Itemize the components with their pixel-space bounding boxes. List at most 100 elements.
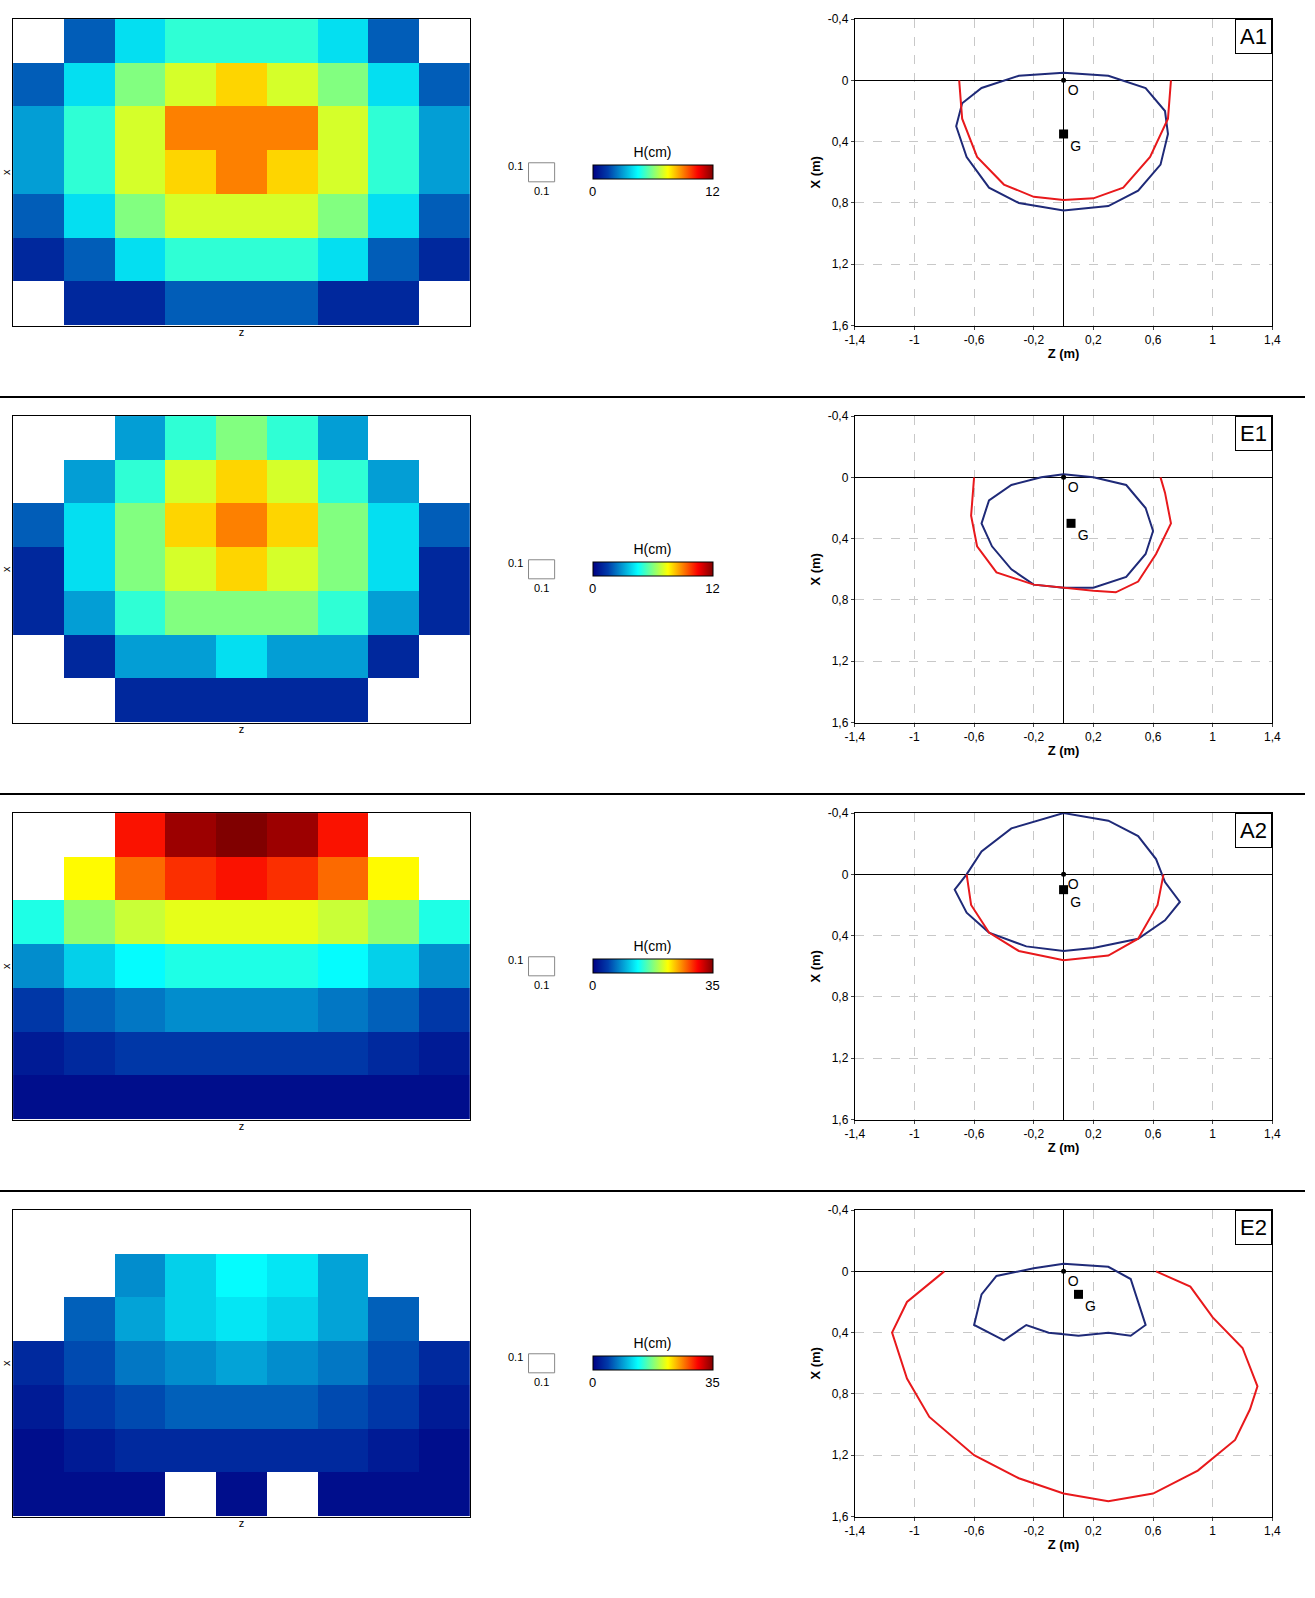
svg-text:-0,6: -0,6 [964, 333, 985, 347]
svg-text:0,6: 0,6 [1145, 1127, 1162, 1141]
svg-text:x: x [0, 169, 12, 175]
svg-text:1: 1 [1209, 1127, 1216, 1141]
svg-text:-0,6: -0,6 [964, 1127, 985, 1141]
svg-text:G: G [1078, 527, 1089, 543]
svg-text:O: O [1068, 479, 1079, 495]
svg-text:0,8: 0,8 [832, 990, 849, 1004]
svg-text:12: 12 [705, 581, 719, 596]
svg-text:-0,4: -0,4 [828, 806, 849, 820]
svg-text:Z (m): Z (m) [1048, 743, 1080, 758]
svg-text:Z (m): Z (m) [1048, 1140, 1080, 1155]
svg-text:0,4: 0,4 [832, 929, 849, 943]
svg-text:0,2: 0,2 [1085, 1127, 1102, 1141]
svg-text:X (m): X (m) [808, 950, 823, 983]
svg-text:X (m): X (m) [808, 156, 823, 189]
svg-text:0.1: 0.1 [508, 954, 523, 966]
svg-text:-1: -1 [909, 730, 920, 744]
svg-text:-0,6: -0,6 [964, 1524, 985, 1538]
svg-text:E2: E2 [1240, 1215, 1267, 1240]
svg-text:0,6: 0,6 [1145, 730, 1162, 744]
svg-text:-1: -1 [909, 1524, 920, 1538]
svg-text:-0,4: -0,4 [828, 409, 849, 423]
svg-text:A2: A2 [1240, 818, 1267, 843]
svg-text:1,2: 1,2 [832, 257, 849, 271]
svg-text:G: G [1070, 138, 1081, 154]
svg-text:0: 0 [842, 868, 849, 882]
svg-text:1,2: 1,2 [832, 1448, 849, 1462]
svg-text:0.1: 0.1 [534, 185, 549, 197]
svg-text:Z (m): Z (m) [1048, 346, 1080, 361]
svg-text:35: 35 [705, 1375, 719, 1390]
svg-text:0.1: 0.1 [508, 160, 523, 172]
svg-text:1,4: 1,4 [1264, 1524, 1281, 1538]
svg-text:O: O [1068, 1273, 1079, 1289]
svg-text:1: 1 [1209, 1524, 1216, 1538]
svg-text:-1,4: -1,4 [844, 1524, 865, 1538]
svg-text:-0,4: -0,4 [828, 1203, 849, 1217]
svg-text:x: x [0, 1360, 12, 1366]
svg-text:-1: -1 [909, 333, 920, 347]
svg-text:1,2: 1,2 [832, 1051, 849, 1065]
svg-text:1,6: 1,6 [832, 716, 849, 730]
svg-text:G: G [1070, 894, 1081, 910]
svg-text:z: z [239, 723, 245, 735]
svg-text:0,2: 0,2 [1085, 730, 1102, 744]
svg-text:0,6: 0,6 [1145, 333, 1162, 347]
svg-text:0,6: 0,6 [1145, 1524, 1162, 1538]
svg-text:1,6: 1,6 [832, 1113, 849, 1127]
svg-text:-1,4: -1,4 [844, 1127, 865, 1141]
svg-text:1,4: 1,4 [1264, 730, 1281, 744]
svg-text:0: 0 [842, 471, 849, 485]
svg-text:-1,4: -1,4 [844, 730, 865, 744]
svg-text:H(cm): H(cm) [633, 1335, 671, 1351]
svg-text:H(cm): H(cm) [633, 938, 671, 954]
svg-text:-1,4: -1,4 [844, 333, 865, 347]
svg-text:X (m): X (m) [808, 1347, 823, 1380]
svg-text:A1: A1 [1240, 24, 1267, 49]
svg-text:0: 0 [589, 978, 596, 993]
svg-text:0.1: 0.1 [508, 557, 523, 569]
svg-text:z: z [239, 1120, 245, 1132]
svg-text:0,4: 0,4 [832, 532, 849, 546]
svg-text:35: 35 [705, 978, 719, 993]
svg-text:1,2: 1,2 [832, 654, 849, 668]
svg-text:0.1: 0.1 [534, 582, 549, 594]
svg-text:0.1: 0.1 [534, 979, 549, 991]
svg-text:1,4: 1,4 [1264, 1127, 1281, 1141]
svg-text:O: O [1068, 876, 1079, 892]
svg-text:Z (m): Z (m) [1048, 1537, 1080, 1552]
svg-text:0,4: 0,4 [832, 135, 849, 149]
svg-text:x: x [0, 566, 12, 572]
svg-text:0: 0 [589, 184, 596, 199]
svg-text:H(cm): H(cm) [633, 541, 671, 557]
svg-text:-0,2: -0,2 [1023, 1127, 1044, 1141]
svg-text:0,4: 0,4 [832, 1326, 849, 1340]
svg-text:1,6: 1,6 [832, 1510, 849, 1524]
svg-text:-1: -1 [909, 1127, 920, 1141]
svg-text:1: 1 [1209, 730, 1216, 744]
svg-text:1: 1 [1209, 333, 1216, 347]
svg-text:0.1: 0.1 [508, 1351, 523, 1363]
svg-text:0,8: 0,8 [832, 1387, 849, 1401]
svg-text:O: O [1068, 82, 1079, 98]
svg-text:0.1: 0.1 [534, 1376, 549, 1388]
svg-text:12: 12 [705, 184, 719, 199]
svg-text:H(cm): H(cm) [633, 144, 671, 160]
svg-text:G: G [1085, 1298, 1096, 1314]
svg-text:0,8: 0,8 [832, 593, 849, 607]
svg-text:0: 0 [842, 74, 849, 88]
svg-text:0,2: 0,2 [1085, 333, 1102, 347]
svg-text:-0,2: -0,2 [1023, 333, 1044, 347]
svg-text:0: 0 [842, 1265, 849, 1279]
svg-text:0: 0 [589, 581, 596, 596]
svg-text:0,8: 0,8 [832, 196, 849, 210]
svg-text:1,4: 1,4 [1264, 333, 1281, 347]
svg-text:-0,2: -0,2 [1023, 730, 1044, 744]
svg-text:0: 0 [589, 1375, 596, 1390]
svg-text:1,6: 1,6 [832, 319, 849, 333]
svg-text:E1: E1 [1240, 421, 1267, 446]
svg-text:X (m): X (m) [808, 553, 823, 586]
svg-text:-0,4: -0,4 [828, 12, 849, 26]
svg-text:-0,2: -0,2 [1023, 1524, 1044, 1538]
svg-text:z: z [239, 326, 245, 338]
